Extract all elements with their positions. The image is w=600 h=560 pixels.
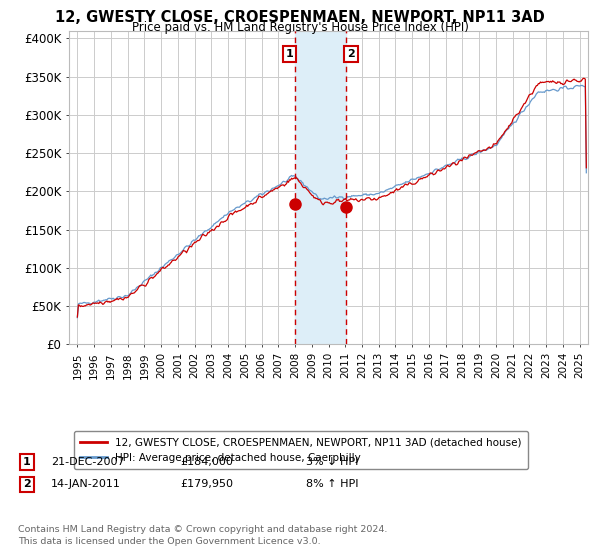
Text: 1: 1 [286,49,293,59]
Text: This data is licensed under the Open Government Licence v3.0.: This data is licensed under the Open Gov… [18,537,320,546]
Text: 14-JAN-2011: 14-JAN-2011 [51,479,121,489]
Text: 2: 2 [347,49,355,59]
Legend: 12, GWESTY CLOSE, CROESPENMAEN, NEWPORT, NP11 3AD (detached house), HPI: Average: 12, GWESTY CLOSE, CROESPENMAEN, NEWPORT,… [74,431,527,469]
Text: 12, GWESTY CLOSE, CROESPENMAEN, NEWPORT, NP11 3AD: 12, GWESTY CLOSE, CROESPENMAEN, NEWPORT,… [55,10,545,25]
Text: Contains HM Land Registry data © Crown copyright and database right 2024.: Contains HM Land Registry data © Crown c… [18,525,388,534]
Text: £179,950: £179,950 [180,479,233,489]
Bar [295,31,346,344]
Text: 1: 1 [23,457,31,467]
Text: Price paid vs. HM Land Registry's House Price Index (HPI): Price paid vs. HM Land Registry's House … [131,21,469,34]
Text: 2: 2 [23,479,31,489]
Text: 8% ↑ HPI: 8% ↑ HPI [306,479,359,489]
Text: 3% ↓ HPI: 3% ↓ HPI [306,457,358,467]
Text: £184,000: £184,000 [180,457,233,467]
Text: 21-DEC-2007: 21-DEC-2007 [51,457,125,467]
